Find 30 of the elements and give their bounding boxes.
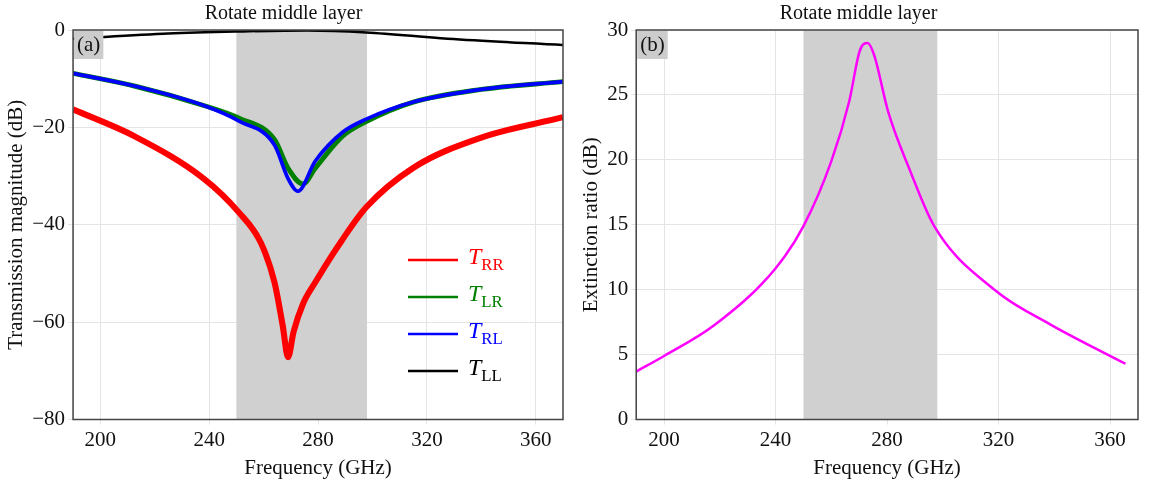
- y-tick-label: 25: [607, 81, 629, 106]
- x-tick-label: 320: [411, 426, 443, 451]
- chart-title: Rotate middle layer: [779, 1, 938, 25]
- x-tick-label: 280: [871, 426, 903, 451]
- x-axis-title: Frequency (GHz): [813, 454, 961, 479]
- y-tick-label: −40: [32, 211, 66, 236]
- y-tick-label: 20: [607, 146, 629, 171]
- y-tick-label: −80: [32, 406, 66, 431]
- x-tick-label: 280: [302, 426, 334, 451]
- y-tick-label: 10: [607, 276, 629, 301]
- y-axis-title: Transmission magnitude (dB): [3, 99, 28, 350]
- x-axis-title: Frequency (GHz): [244, 454, 392, 479]
- y-tick-label: 0: [617, 406, 629, 431]
- x-tick-label: 240: [759, 426, 792, 451]
- x-tick-label: 240: [193, 426, 225, 451]
- annotation: (b): [640, 31, 665, 56]
- y-tick-label: 0: [54, 16, 66, 41]
- x-tick-label: 320: [982, 426, 1015, 451]
- chart-title: Rotate middle layer: [204, 1, 363, 25]
- x-tick-label: 200: [84, 426, 117, 451]
- y-tick-label: 30: [607, 16, 629, 41]
- x-tick-label: 200: [648, 426, 680, 451]
- x-tick-label: 360: [1094, 426, 1126, 451]
- y-tick-label: 5: [617, 341, 629, 366]
- annotation: (a): [77, 31, 101, 56]
- y-axis-title: Extinction ratio (dB): [578, 137, 603, 313]
- y-tick-label: −60: [32, 308, 66, 333]
- y-tick-label: −20: [32, 113, 66, 138]
- y-tick-label: 15: [607, 211, 629, 236]
- x-tick-label: 360: [520, 426, 552, 451]
